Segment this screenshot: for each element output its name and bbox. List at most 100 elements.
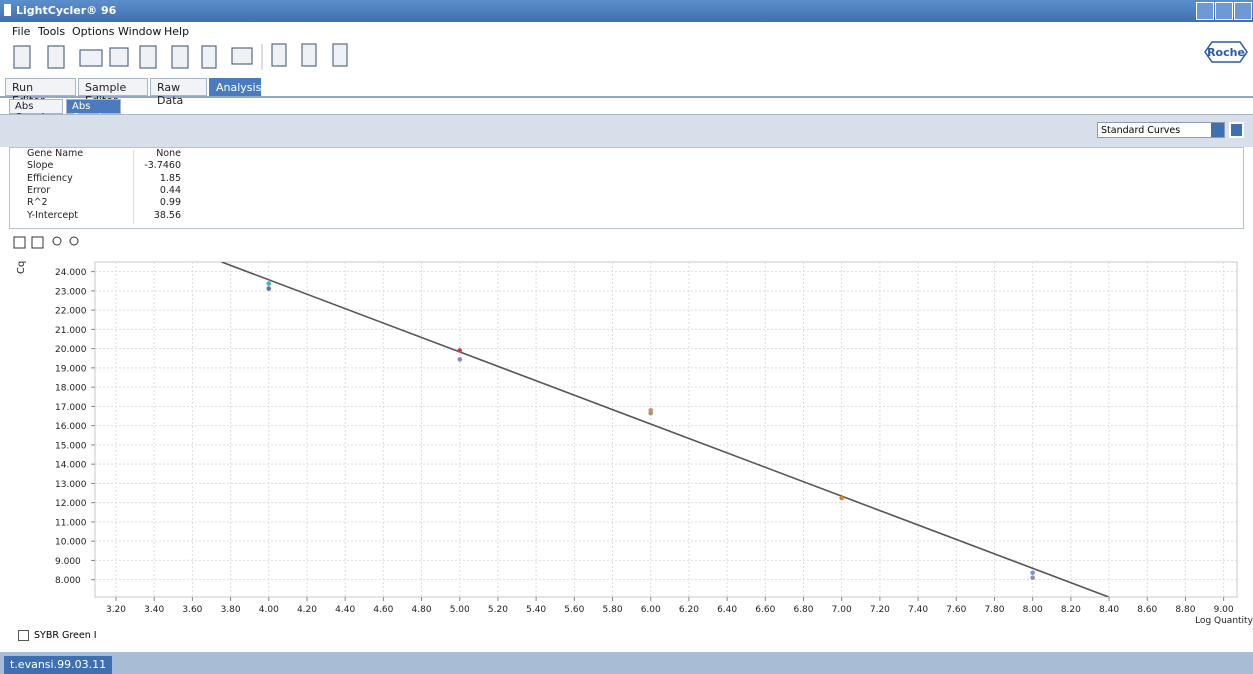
x-tick-label: 3.40 xyxy=(144,605,164,615)
menu-item[interactable]: Options xyxy=(72,25,115,38)
subtab[interactable]: Abs Quant xyxy=(66,99,121,123)
x-tick-label: 8.40 xyxy=(1099,605,1119,615)
menu-item[interactable]: Help xyxy=(164,25,190,38)
y-tick-label: 11.000 xyxy=(55,518,87,528)
x-tick-label: 4.80 xyxy=(412,605,432,615)
x-tick-label: 4.60 xyxy=(373,605,393,615)
x-tick-label: 5.60 xyxy=(564,605,584,615)
tool-icon[interactable] xyxy=(52,236,62,246)
logo-frame xyxy=(1204,41,1248,63)
stats-panel xyxy=(9,147,1244,229)
stat-value: 1.85 xyxy=(159,172,181,184)
tool-icon[interactable] xyxy=(109,47,129,67)
stat-label: Error xyxy=(27,184,51,196)
tool-icon[interactable] xyxy=(171,45,189,69)
tool-icon[interactable] xyxy=(231,47,253,65)
tab-strip xyxy=(0,96,1253,98)
data-point xyxy=(266,281,272,286)
stat-value: -3.7460 xyxy=(144,160,181,172)
subtab[interactable]: Abs Quant xyxy=(9,99,63,123)
tool-icon[interactable] xyxy=(47,45,65,69)
view-select-text: Standard Curves xyxy=(1101,125,1181,136)
y-tick-label: 18.000 xyxy=(55,384,87,394)
tool-icon[interactable] xyxy=(201,45,217,69)
x-tick-label: 4.20 xyxy=(297,605,317,615)
stat-value: 38.56 xyxy=(153,209,181,221)
legend-label[interactable]: SYBR Green I xyxy=(34,630,97,641)
stat-label: Efficiency xyxy=(27,172,73,184)
x-tick-label: 3.60 xyxy=(182,605,202,615)
panel-button[interactable] xyxy=(1229,122,1244,138)
y-tick-label: 22.000 xyxy=(55,307,87,317)
y-axis-label: Cq xyxy=(16,261,27,274)
data-point xyxy=(648,410,654,416)
x-tick-label: 9.00 xyxy=(1214,605,1234,615)
restore-button[interactable] xyxy=(1215,2,1233,20)
tool-icon[interactable] xyxy=(332,43,348,67)
menu-item[interactable]: File xyxy=(12,25,31,38)
x-tick-label: 7.20 xyxy=(870,605,890,615)
tool-icon[interactable] xyxy=(31,236,44,249)
tab[interactable]: Raw Data xyxy=(150,78,207,107)
x-tick-label: 5.80 xyxy=(603,605,623,615)
x-tick-label: 6.40 xyxy=(717,605,737,615)
tab[interactable]: Run Editor xyxy=(5,78,76,107)
data-point xyxy=(1030,570,1035,576)
close-button[interactable] xyxy=(1234,2,1252,20)
tool-icon[interactable] xyxy=(69,236,79,246)
x-tick-label: 7.60 xyxy=(946,605,966,615)
tool-icon[interactable] xyxy=(271,43,287,67)
x-tick-label: 3.80 xyxy=(221,605,241,615)
x-tick-label: 4.40 xyxy=(335,605,355,615)
plot-area xyxy=(94,261,1238,598)
dropdown-button[interactable] xyxy=(1211,123,1224,137)
x-tick-label: 4.00 xyxy=(259,605,279,615)
logo: Roche xyxy=(1207,46,1245,59)
menu-item[interactable]: Window xyxy=(118,25,162,38)
data-point xyxy=(1030,575,1035,581)
tool-icon[interactable] xyxy=(13,45,31,69)
x-tick-label: 6.60 xyxy=(755,605,775,615)
data-point xyxy=(457,357,463,362)
tool-icon[interactable] xyxy=(139,45,157,69)
y-tick-label: 23.000 xyxy=(55,287,87,297)
x-tick-label: 8.00 xyxy=(1023,605,1043,615)
tool-icon[interactable] xyxy=(79,49,103,67)
x-tick-label: 6.20 xyxy=(679,605,699,615)
y-tick-label: 17.000 xyxy=(55,403,87,413)
app-icon xyxy=(4,4,11,16)
menu-item[interactable]: Tools xyxy=(38,25,66,38)
trend-line xyxy=(221,262,1110,597)
y-tick-label: 8.000 xyxy=(55,576,81,586)
tool-icon[interactable] xyxy=(13,236,26,249)
y-tick-label: 19.000 xyxy=(55,364,87,374)
chart-tools xyxy=(13,236,79,249)
y-tick-label: 24.000 xyxy=(55,268,87,278)
x-tick-label: 7.80 xyxy=(984,605,1004,615)
x-tick-label: 8.60 xyxy=(1137,605,1157,615)
x-tick-label: 7.40 xyxy=(908,605,928,615)
x-tick-label: 5.40 xyxy=(526,605,546,615)
y-tick-label: 10.000 xyxy=(55,538,87,548)
x-tick-label: 5.00 xyxy=(450,605,470,615)
stat-label: Y-Intercept xyxy=(27,209,79,221)
tool-icon[interactable] xyxy=(301,43,317,67)
y-tick-label: 14.000 xyxy=(55,461,87,471)
view-select[interactable]: Standard Curves xyxy=(1097,122,1225,138)
x-axis-label: Log Quantity xyxy=(1195,616,1253,626)
minimize-button[interactable] xyxy=(1196,2,1214,20)
y-tick-label: 15.000 xyxy=(55,441,87,451)
stat-label: Gene Name xyxy=(27,148,84,159)
data-point xyxy=(266,286,272,291)
stat-value: 0.99 xyxy=(159,197,181,209)
data-point xyxy=(839,495,844,501)
tab[interactable]: Analysis xyxy=(209,78,261,96)
view-bar xyxy=(0,114,1253,147)
toolbar: Roche xyxy=(13,41,1248,70)
y-tick-label: 12.000 xyxy=(55,499,87,509)
x-tick-label: 8.20 xyxy=(1061,605,1081,615)
y-tick-label: 20.000 xyxy=(55,345,87,355)
series-checkbox[interactable] xyxy=(18,630,29,641)
tab[interactable]: Sample Editor xyxy=(78,78,148,107)
